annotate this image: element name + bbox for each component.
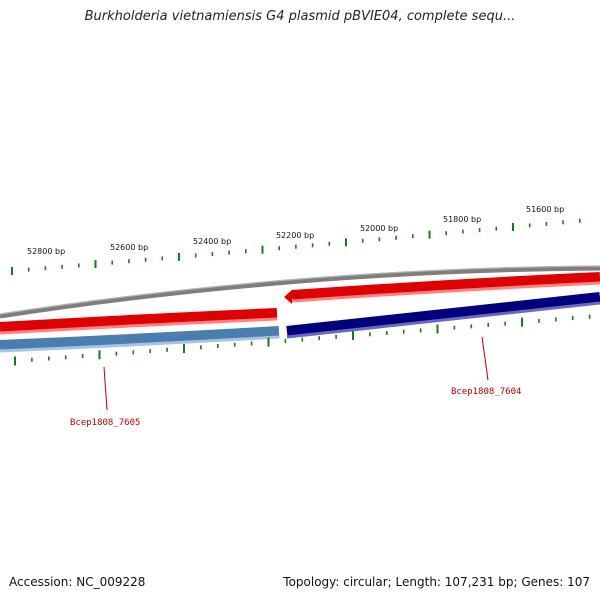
backbone-ring (0, 265, 600, 319)
forward-cds-right (291, 272, 600, 302)
forward-cds-left-highlight (0, 317, 278, 335)
scale-label-51600: 51600 bp (526, 205, 564, 214)
gene-label-7605[interactable]: Bcep1808_7605 (70, 418, 140, 428)
backbone-ring-highlight (0, 265, 600, 315)
outer-scale-ticks (11, 218, 581, 275)
gene-7604-arc-highlight (286, 301, 600, 339)
scale-label-51800: 51800 bp (443, 215, 481, 224)
topology-summary: Topology: circular; Length: 107,231 bp; … (283, 575, 590, 589)
accession-label: Accession: NC_009228 (9, 575, 146, 589)
map-title: Burkholderia vietnamiensis G4 plasmid pB… (84, 9, 516, 24)
gene-7604-leader-line (481, 336, 489, 381)
gene-7605-arc-highlight (0, 335, 280, 353)
scale-label-52400: 52400 bp (193, 237, 231, 246)
inner-scale-ticks (14, 314, 591, 366)
gene-7605-arc (0, 326, 280, 352)
scale-label-52600: 52600 bp (110, 243, 148, 252)
scale-label-52800: 52800 bp (27, 247, 65, 256)
scale-label-52000: 52000 bp (360, 224, 398, 233)
scale-label-52200: 52200 bp (276, 231, 314, 240)
gene-label-7604[interactable]: Bcep1808_7604 (451, 387, 521, 397)
forward-cds-left (0, 308, 278, 334)
gene-7604-arc (286, 292, 600, 338)
gene-7605-leader-line (103, 366, 108, 411)
forward-cds-right-highlight (291, 281, 600, 303)
forward-cds-arrowhead (284, 290, 292, 304)
